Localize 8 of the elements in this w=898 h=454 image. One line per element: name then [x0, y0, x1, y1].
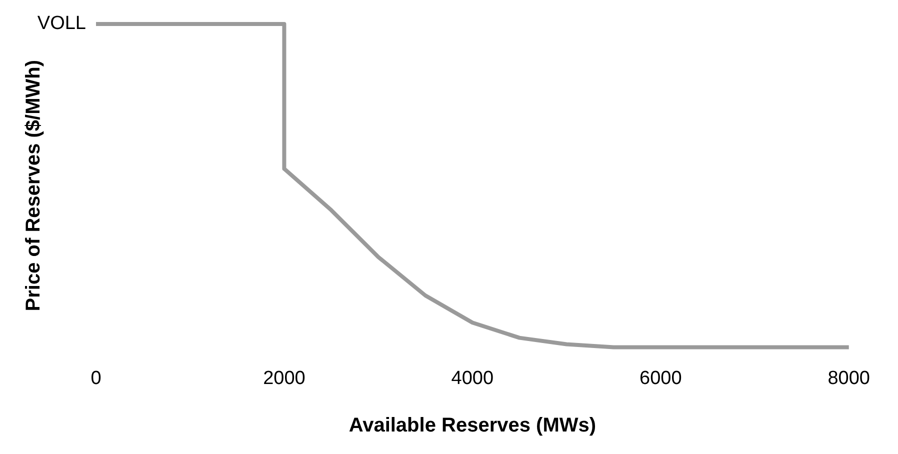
x-tick-label: 2000 [263, 368, 306, 389]
x-tick-label: 0 [90, 368, 102, 389]
x-tick-label: 8000 [828, 368, 870, 389]
x-axis-title: Available Reserves (MWs) [348, 414, 596, 437]
y-axis-title: Price of Reserves ($/MWh) [22, 60, 45, 312]
annotation: VOLL [37, 13, 86, 34]
x-tick-label: 6000 [640, 368, 682, 389]
x-tick-label: 4000 [451, 368, 494, 389]
